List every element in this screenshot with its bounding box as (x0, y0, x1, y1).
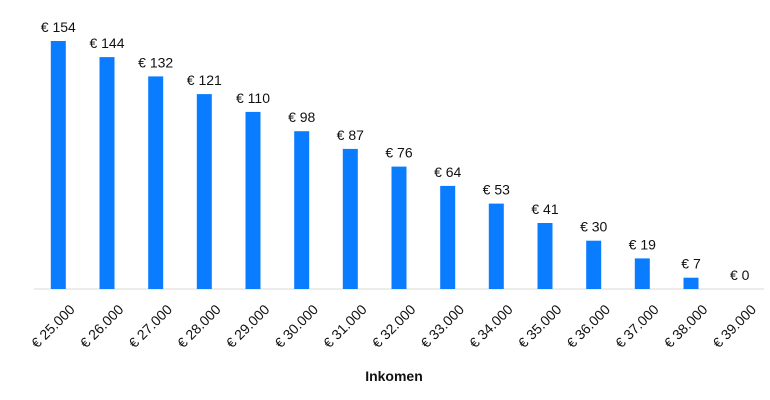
data-label-10: € 53 (483, 182, 510, 198)
data-label-4: € 121 (187, 72, 222, 88)
value-labels-group: € 154 € 144 € 132 € 121 € 110 € 98 € 87 € 76 € 6… (41, 19, 750, 283)
x-tick-label-2: € 26.000 (77, 301, 127, 351)
x-tick-label-14: € 38.000 (661, 301, 711, 351)
data-label-11: € 41 (531, 201, 558, 217)
data-label-7: € 87 (337, 127, 364, 143)
x-tick-label-13: € 37.000 (612, 301, 662, 351)
x-tick-label-12: € 36.000 (563, 301, 613, 351)
x-tick-label-4: € 28.000 (174, 301, 224, 351)
data-label-3: € 132 (138, 54, 173, 70)
bar-4 (196, 94, 212, 289)
bar-5 (245, 111, 261, 290)
data-label-5: € 110 (236, 90, 270, 106)
data-label-14: € 7 (681, 256, 701, 272)
x-axis-title: Inkomen (365, 368, 423, 384)
x-tick-label-5: € 29.000 (223, 301, 273, 351)
bar-14 (683, 277, 699, 289)
x-tick-labels-group: € 25.000€ 26.000€ 27.000€ 28.000€ 29.000… (28, 301, 759, 351)
x-tick-label-15: € 39.000 (709, 301, 759, 351)
x-tick-label-7: € 31.000 (320, 301, 370, 351)
data-label-2: € 144 (89, 35, 124, 51)
bar-3 (148, 76, 164, 290)
bars-group (50, 41, 699, 290)
bar-13 (634, 258, 650, 289)
bar-11 (537, 223, 553, 289)
data-label-12: € 30 (580, 219, 607, 235)
bar-6 (294, 131, 310, 289)
x-tick-label-10: € 34.000 (466, 301, 516, 351)
bar-9 (440, 185, 456, 289)
data-label-9: € 64 (434, 164, 461, 180)
x-tick-label-11: € 35.000 (515, 301, 565, 351)
bar-1 (50, 41, 66, 289)
data-label-8: € 76 (385, 145, 412, 161)
x-tick-label-3: € 27.000 (125, 301, 175, 351)
x-tick-label-9: € 33.000 (417, 301, 467, 351)
data-label-15: € 0 (730, 267, 750, 283)
x-tick-label-6: € 30.000 (271, 301, 321, 351)
x-tick-label-8: € 32.000 (369, 301, 419, 351)
bar-2 (99, 57, 115, 289)
x-tick-label-1: € 25.000 (28, 301, 78, 351)
bar-8 (391, 166, 407, 289)
bar-10 (488, 203, 504, 289)
bar-12 (586, 240, 602, 289)
data-label-1: € 154 (41, 19, 76, 35)
data-label-13: € 19 (629, 236, 656, 252)
bar-7 (342, 148, 358, 289)
data-label-6: € 98 (288, 109, 315, 125)
